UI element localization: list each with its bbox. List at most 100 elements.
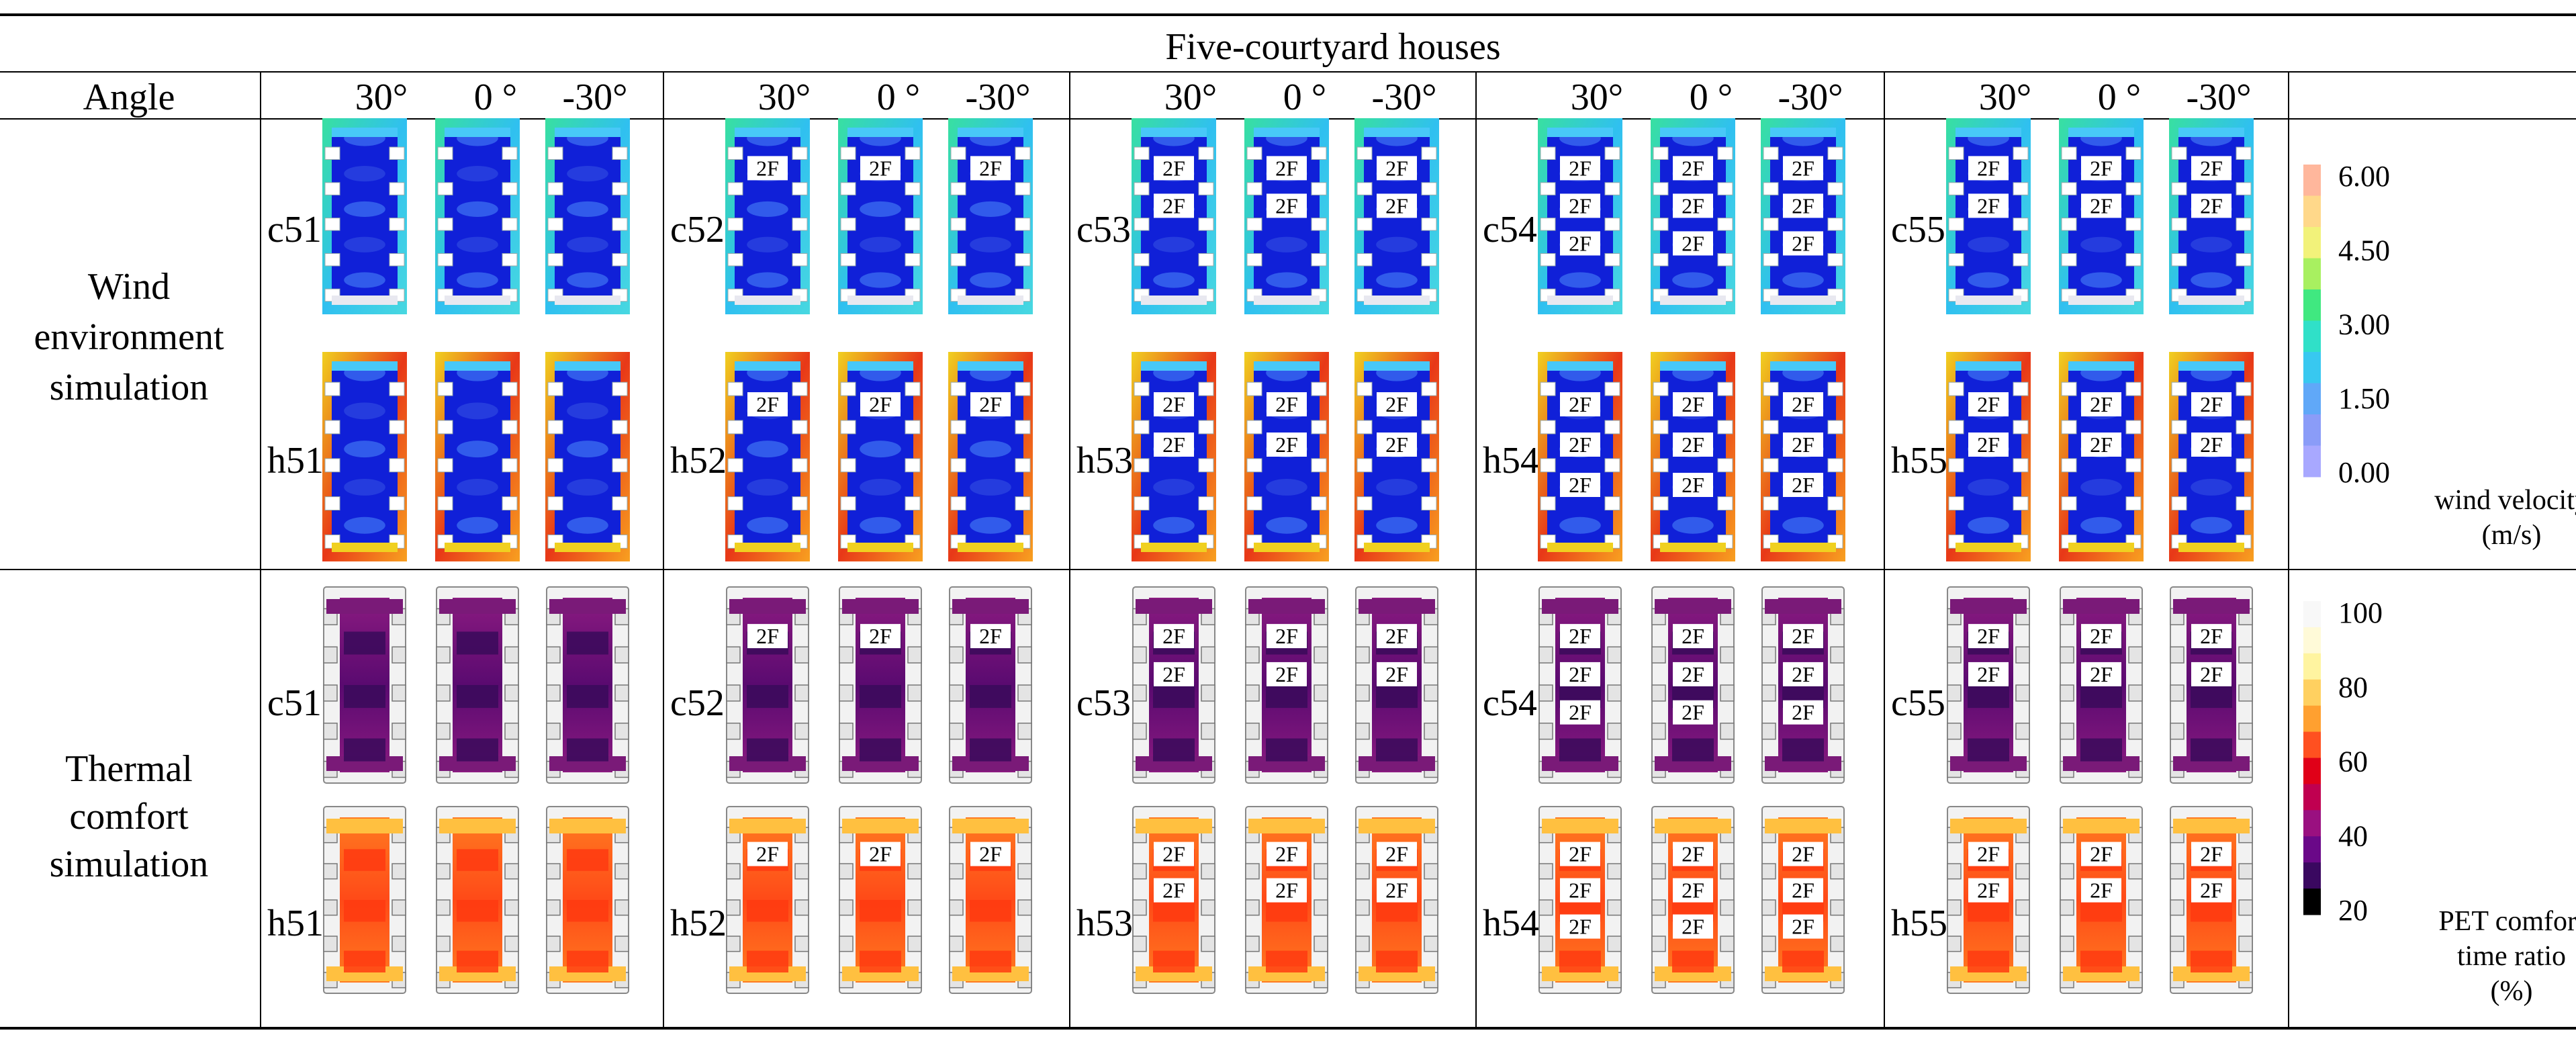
room-block (1761, 936, 1776, 952)
room-block (1314, 899, 1328, 916)
room-block (389, 496, 405, 511)
angle-labels: 30° 0 ° -30° 30° 0 ° -30° 30° 0 ° -30° 30° 0 ° -30°… (355, 77, 2252, 118)
room-block (1761, 684, 1776, 702)
wind-edge-strip (847, 543, 913, 552)
case-label: h53 (1076, 903, 1133, 944)
floor-label-bg (1783, 156, 1823, 181)
room-block (1604, 496, 1620, 511)
floor-label: 2F (1162, 433, 1185, 457)
floor-label: 2F (1162, 156, 1185, 180)
wind-patch (1153, 516, 1195, 534)
thermal-courtyard-core (860, 738, 901, 762)
angle-label: -30° (2186, 77, 2251, 118)
thermal-courtyard-core (1782, 950, 1824, 972)
floor-label: 2F (2200, 842, 2223, 866)
thermal-edge-strip (1542, 599, 1618, 614)
thermal-edge-strip (439, 599, 516, 614)
room-block (2125, 182, 2142, 195)
thermal-courtyard-core (970, 950, 1011, 972)
room-block (1245, 863, 1260, 880)
room-block (1356, 420, 1373, 435)
wind-edge-strip (1254, 128, 1320, 137)
room-block (840, 182, 856, 195)
floor-label-bg (1377, 842, 1417, 866)
room-block (1607, 646, 1622, 664)
room-block (2013, 182, 2029, 195)
floor-label: 2F (1792, 662, 1814, 686)
room-block (1245, 936, 1260, 952)
room-block (1311, 218, 1327, 231)
case-label: c51 (267, 682, 322, 724)
room-block (1421, 218, 1437, 231)
room-block (502, 420, 518, 435)
thermal-courtyard-core (1968, 950, 2009, 972)
floor-label-bg (1783, 193, 1823, 218)
room-block (1421, 146, 1437, 161)
room-block (792, 146, 808, 161)
case-label: c52 (670, 209, 725, 251)
room-block (1827, 496, 1843, 511)
room-block (1604, 146, 1620, 161)
room-block (1356, 182, 1373, 195)
wind-patch (747, 441, 788, 458)
angle-label: 30° (1979, 77, 2031, 118)
thermal-edge-strip (952, 819, 1029, 833)
legend-title-line: time ratio (2457, 941, 2566, 972)
floor-label: 2F (1977, 433, 2000, 457)
wind-patch (1782, 516, 1824, 534)
floor-label-bg (1560, 473, 1600, 497)
room-block (1245, 684, 1260, 702)
room-block (950, 420, 966, 435)
room-block (1830, 723, 1845, 740)
thermal-courtyard-core (1153, 738, 1195, 762)
thermal-edge-strip (1136, 599, 1212, 614)
room-block (612, 218, 628, 231)
room-block (324, 182, 340, 195)
room-block (1246, 381, 1262, 396)
room-block (905, 381, 921, 396)
wind-edge-strip (1770, 296, 1836, 305)
room-block (949, 646, 964, 664)
wind-patch (344, 272, 385, 288)
room-block (437, 182, 453, 195)
room-block (1356, 496, 1373, 511)
wind-edge-strip (1141, 296, 1207, 305)
room-block (1720, 863, 1735, 880)
floor-label-bg (2081, 842, 2121, 866)
floor-label: 2F (1682, 156, 1704, 180)
room-block (546, 684, 561, 702)
floor-label: 2F (1275, 878, 1298, 903)
floor-label: 2F (1569, 193, 1592, 218)
room-block (1015, 218, 1031, 231)
thermal-courtyard-core (2080, 685, 2122, 709)
room-block (727, 381, 743, 396)
room-block (2170, 899, 2184, 916)
room-block (1653, 381, 1669, 396)
thermal-courtyard-core (970, 738, 1011, 762)
thermal-courtyard-core (1266, 685, 1307, 709)
wind-patch (1266, 236, 1307, 253)
room-block (1421, 253, 1437, 267)
cell-h53-wind: h53 2F 2F 2F 2F 2F 2F (1076, 352, 1439, 561)
thermal-courtyard-core (457, 631, 498, 655)
room-block (1947, 684, 1962, 702)
room-block (792, 420, 808, 435)
room-block (1201, 863, 1215, 880)
floor-label: 2F (869, 624, 892, 648)
wind-patch (2191, 236, 2232, 253)
room-block (437, 218, 453, 231)
legend-color-step (2303, 445, 2321, 478)
wind-patch (747, 516, 788, 534)
room-block (1607, 899, 1622, 916)
floor-label-bg (1267, 392, 1307, 416)
wind-edge-strip (1254, 543, 1320, 552)
legend-tick-label: 3.00 (2338, 308, 2390, 341)
wind-patch (2080, 516, 2122, 534)
wind-edge-strip (2178, 296, 2244, 305)
floor-label: 2F (2090, 433, 2113, 457)
floor-label: 2F (1275, 842, 1298, 866)
floor-label-bg (1673, 392, 1713, 416)
thermal-courtyard-core (860, 685, 901, 709)
floor-label: 2F (756, 156, 779, 180)
wind-edge-strip (1660, 128, 1726, 137)
